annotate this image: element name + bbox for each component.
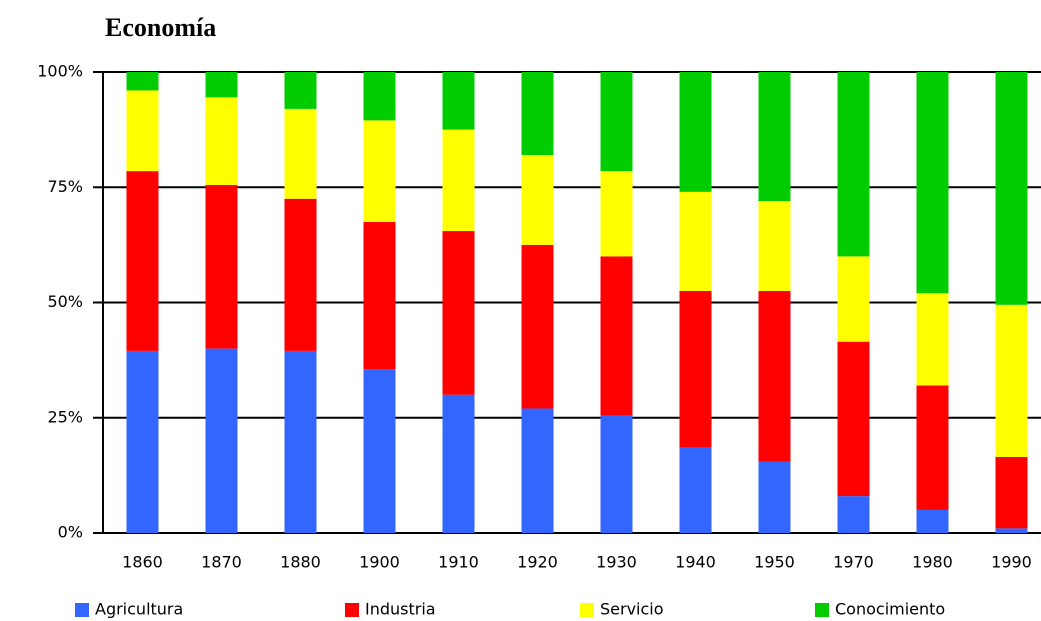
x-tick-label: 1930 <box>596 553 637 572</box>
bar-segment <box>442 129 475 232</box>
legend-label: Conocimiento <box>835 600 945 619</box>
bar-segment <box>126 171 159 351</box>
x-tick-label: 1980 <box>912 553 953 572</box>
bar-segment <box>521 244 554 409</box>
bar-segment <box>205 348 238 533</box>
bar-segment <box>363 221 396 370</box>
bar-segment <box>837 72 870 257</box>
legend-swatch <box>580 603 594 617</box>
bar-segment <box>600 72 633 172</box>
bar-segment <box>442 231 475 395</box>
x-tick-label: 1920 <box>517 553 558 572</box>
bar-segment <box>679 191 712 291</box>
x-tick-label: 1910 <box>438 553 479 572</box>
bar-segment <box>442 394 475 533</box>
bar-segment <box>284 108 317 199</box>
bar-segment <box>126 72 159 91</box>
bar-segment <box>600 256 633 416</box>
bar-segment <box>916 509 949 533</box>
bar-segment <box>205 184 238 349</box>
y-tick-label: 100% <box>37 62 83 81</box>
bar-segment <box>995 304 1028 457</box>
bar-segment <box>995 456 1028 529</box>
x-tick-label: 1950 <box>754 553 795 572</box>
bar-segment <box>126 90 159 172</box>
x-tick-label: 1880 <box>280 553 321 572</box>
bar-segment <box>363 120 396 222</box>
bar-segment <box>205 72 238 98</box>
y-tick-label: 0% <box>58 523 83 542</box>
bar-segment <box>758 461 791 533</box>
bar-segment <box>995 528 1028 533</box>
bar-segment <box>758 201 791 291</box>
legend-swatch <box>815 603 829 617</box>
bar-segment <box>679 447 712 533</box>
bar-segment <box>284 350 317 533</box>
x-tick-label: 1990 <box>991 553 1032 572</box>
bar-segment <box>363 369 396 533</box>
y-tick-label: 75% <box>47 177 83 196</box>
bar-segment <box>363 72 396 121</box>
bar-segment <box>521 408 554 533</box>
bar-segment <box>284 72 317 109</box>
bar-segment <box>916 293 949 386</box>
y-tick-label: 50% <box>47 292 83 311</box>
bar-segment <box>284 198 317 351</box>
chart-title: Economía <box>105 13 216 42</box>
legend-swatch <box>75 603 89 617</box>
bar-segment <box>758 290 791 462</box>
bar-segment <box>521 154 554 245</box>
x-tick-label: 1900 <box>359 553 400 572</box>
bar-segment <box>837 341 870 497</box>
legend-label: Agricultura <box>95 600 183 619</box>
legend-swatch <box>345 603 359 617</box>
x-tick-label: 1970 <box>833 553 874 572</box>
bar-segment <box>205 97 238 185</box>
legend-label: Industria <box>365 600 436 619</box>
bar-segment <box>600 415 633 533</box>
bar-segment <box>916 385 949 510</box>
bar-segment <box>679 72 712 192</box>
bar-segment <box>837 256 870 342</box>
bar-segment <box>600 171 633 257</box>
bar-segment <box>521 72 554 155</box>
bar-segment <box>837 496 870 533</box>
x-tick-label: 1940 <box>675 553 716 572</box>
bar-segment <box>758 72 791 202</box>
legend-label: Servicio <box>600 600 664 619</box>
y-tick-label: 25% <box>47 407 83 426</box>
bar-segment <box>442 72 475 130</box>
x-tick-label: 1860 <box>122 553 163 572</box>
bar-segment <box>679 290 712 448</box>
bar-segment <box>995 72 1028 305</box>
bar-segment <box>126 350 159 533</box>
x-tick-label: 1870 <box>201 553 242 572</box>
bar-segment <box>916 72 949 294</box>
